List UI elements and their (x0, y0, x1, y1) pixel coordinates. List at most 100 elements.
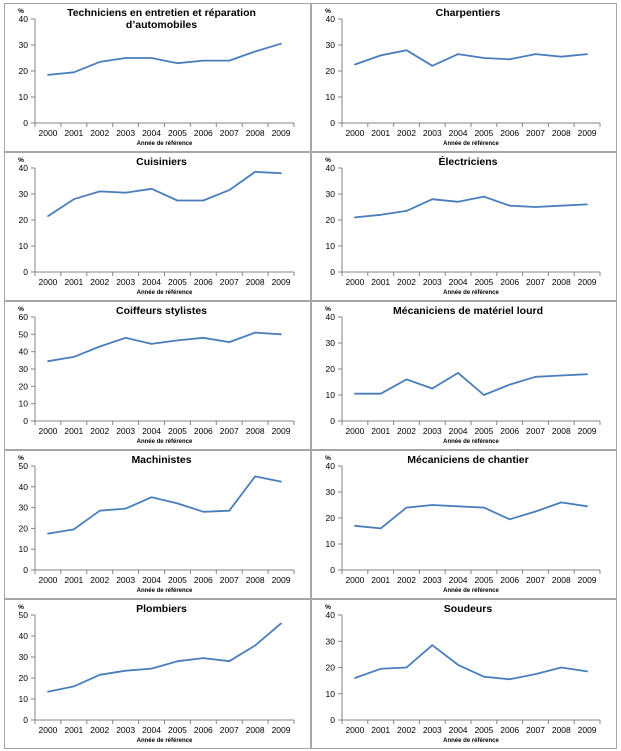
data-point (202, 199, 205, 202)
x-tick-label: 2005 (168, 426, 187, 436)
data-point (124, 337, 127, 339)
x-tick-label: 2005 (474, 575, 493, 585)
x-tick-label: 2002 (90, 128, 109, 138)
y-tick-label: 20 (19, 523, 29, 533)
x-tick-label: 2005 (474, 725, 493, 735)
data-point (254, 50, 256, 53)
x-tick-label: 2004 (142, 575, 161, 585)
x-tick-label: 2006 (500, 128, 519, 138)
x-tick-label: 2000 (38, 426, 57, 436)
data-point (379, 527, 382, 530)
x-tick-label: 2000 (38, 277, 57, 287)
x-tick-label: 2003 (116, 426, 135, 436)
data-point (379, 214, 382, 216)
data-point (431, 65, 434, 67)
chart-title: Mécaniciens de matériel lourd (393, 305, 543, 317)
series-line (47, 331, 282, 363)
y-tick-label: 0 (330, 416, 335, 426)
y-tick-label: 40 (19, 347, 29, 357)
chart-panel: Mécaniciens de matériel lourd% 0 10 20 30 40 2… (311, 301, 617, 450)
x-tick-label: 2004 (142, 277, 161, 287)
x-tick-label: 2002 (397, 575, 416, 585)
x-tick-label: 2002 (90, 277, 109, 287)
x-tick-label: 2000 (38, 128, 57, 138)
data-point (534, 206, 537, 208)
y-tick-label: 10 (326, 390, 336, 400)
x-tick-label: 2000 (345, 725, 364, 735)
x-axis-title: Année de référence (137, 290, 193, 296)
x-tick-label: 2006 (194, 426, 213, 436)
data-point (98, 345, 101, 348)
x-tick-label: 2002 (90, 575, 109, 585)
y-tick-label: 40 (326, 163, 336, 173)
y-tick-label: 40 (19, 482, 29, 492)
y-tick-label: 30 (326, 338, 336, 348)
data-point (280, 172, 282, 174)
chart-title: Soudeurs (444, 603, 493, 615)
y-tick-label: 0 (23, 267, 28, 277)
data-point (202, 657, 205, 659)
data-point (379, 54, 382, 57)
x-tick-label: 2009 (578, 575, 597, 585)
data-point (47, 360, 49, 362)
x-tick-label: 2009 (578, 128, 597, 138)
y-tick-label: 20 (326, 364, 336, 374)
data-point (534, 53, 537, 55)
x-tick-label: 2004 (449, 575, 468, 585)
x-tick-label: 2000 (345, 128, 364, 138)
data-point (202, 510, 205, 513)
line-chart: Techniciens en entretien et réparationd’… (18, 7, 295, 147)
data-point (176, 660, 179, 662)
data-point (483, 394, 485, 396)
y-axis-unit: % (18, 455, 24, 462)
y-tick-label: 0 (330, 267, 335, 277)
y-tick-label: 20 (326, 215, 336, 225)
data-point (586, 373, 588, 375)
y-tick-label: 50 (19, 461, 29, 471)
chart-title: Coiffeurs stylistes (116, 305, 207, 317)
x-axis-title: Année de référence (137, 588, 193, 594)
y-tick-label: 30 (19, 364, 29, 374)
x-tick-label: 2006 (500, 426, 519, 436)
data-point (124, 507, 127, 510)
data-point (431, 504, 434, 506)
y-tick-label: 10 (19, 694, 29, 704)
data-point (73, 198, 75, 200)
data-point (534, 376, 537, 378)
y-axis-unit: % (18, 157, 24, 164)
data-point (73, 528, 75, 531)
data-point (98, 61, 101, 63)
data-point (354, 392, 356, 395)
chart-panel: Machinistes% 0 10 20 30 40 50 2000 2001 2002 2003 2… (4, 450, 311, 599)
line-chart: Machinistes% 0 10 20 30 40 50 2000 2001 2002 2003 2… (18, 454, 295, 594)
y-axis-unit: % (18, 8, 24, 15)
data-point (254, 475, 256, 478)
data-point (457, 53, 459, 55)
y-tick-label: 0 (23, 715, 28, 725)
data-point (73, 71, 75, 74)
chart-title: Plombiers (136, 603, 187, 615)
y-tick-label: 10 (19, 399, 29, 409)
y-tick-label: 10 (326, 92, 336, 102)
x-tick-label: 2006 (500, 277, 519, 287)
y-tick-label: 10 (326, 689, 336, 699)
chart-panel: Coiffeurs stylistes% 0 10 20 30 40 50 60 2000 200… (4, 301, 311, 450)
data-point (280, 333, 282, 336)
x-axis-title: Année de référence (443, 290, 499, 296)
chart-title: Charpentiers (436, 7, 501, 19)
series-line (47, 622, 282, 693)
x-tick-label: 2006 (500, 575, 519, 585)
data-point (176, 339, 179, 342)
y-tick-label: 30 (19, 189, 29, 199)
x-tick-label: 2002 (90, 725, 109, 735)
x-tick-label: 2009 (578, 725, 597, 735)
data-point (176, 199, 179, 202)
x-tick-label: 2002 (397, 277, 416, 287)
data-point (379, 668, 382, 670)
y-tick-label: 40 (326, 461, 336, 471)
x-tick-label: 2006 (194, 725, 213, 735)
x-tick-label: 2006 (194, 575, 213, 585)
data-point (457, 664, 459, 666)
y-tick-label: 0 (330, 565, 335, 575)
x-tick-label: 2008 (246, 725, 265, 735)
